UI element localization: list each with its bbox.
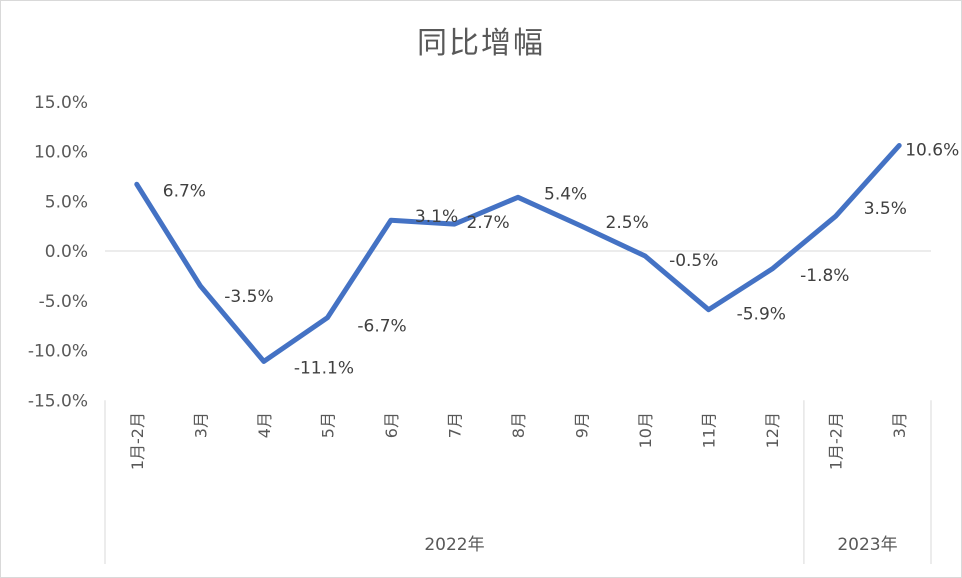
x-tick-label: 12月	[763, 412, 782, 448]
data-label: -3.5%	[224, 287, 273, 307]
x-tick-label: 8月	[509, 412, 528, 438]
y-tick-label: -10.0%	[28, 342, 88, 362]
y-tick-label: 0.0%	[45, 242, 88, 262]
y-tick-label: 15.0%	[34, 93, 88, 113]
data-label: -5.9%	[737, 305, 786, 325]
data-label: 2.7%	[466, 213, 509, 233]
group-label: 2023年	[837, 535, 897, 555]
data-label: -1.8%	[800, 266, 849, 286]
data-label: 2.5%	[606, 213, 649, 233]
data-label: -11.1%	[294, 358, 354, 378]
x-tick-label: 10月	[636, 412, 655, 448]
x-tick-label: 1月-2月	[827, 412, 846, 470]
x-tick-label: 9月	[573, 412, 592, 438]
chart-title: 同比增幅	[417, 26, 545, 61]
data-label: 6.7%	[163, 181, 206, 201]
x-tick-label: 1月-2月	[128, 412, 147, 470]
x-tick-label: 5月	[318, 412, 337, 438]
data-label: 3.5%	[864, 199, 907, 219]
data-label: 5.4%	[544, 184, 587, 204]
y-tick-label: 10.0%	[34, 143, 88, 163]
data-label: -6.7%	[357, 317, 406, 337]
data-label: -0.5%	[669, 251, 718, 271]
data-label: 3.1%	[415, 207, 458, 227]
x-tick-label: 3月	[191, 412, 210, 438]
x-tick-label: 6月	[382, 412, 401, 438]
x-tick-label: 7月	[445, 412, 464, 438]
data-label: 10.6%	[905, 141, 959, 161]
x-tick-label: 4月	[255, 412, 274, 438]
y-tick-label: 5.0%	[45, 192, 88, 212]
group-label: 2022年	[424, 535, 484, 555]
series-line	[134, 143, 902, 364]
y-tick-label: -5.0%	[39, 292, 88, 312]
x-tick-label: 11月	[700, 412, 719, 448]
y-tick-label: -15.0%	[28, 391, 88, 411]
x-tick-label: 3月	[890, 412, 909, 438]
